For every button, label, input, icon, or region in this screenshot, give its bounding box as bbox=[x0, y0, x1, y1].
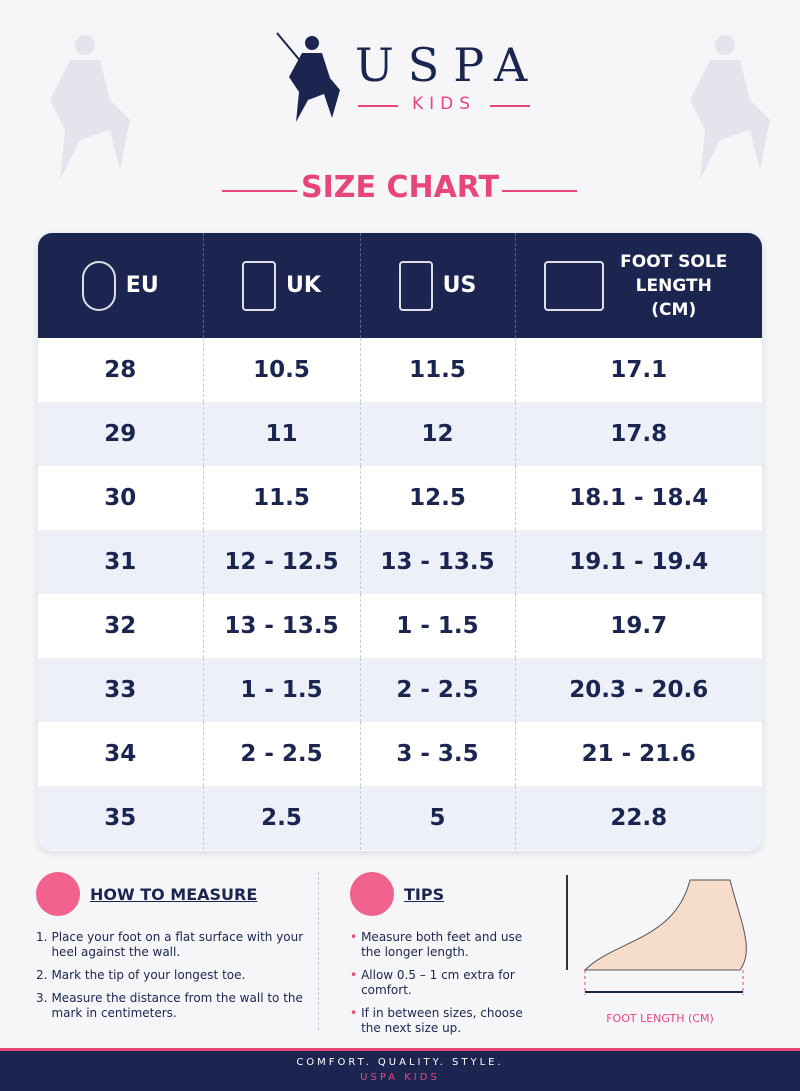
table-cell: 17.8 bbox=[515, 402, 762, 466]
table-cell: 19.7 bbox=[610, 613, 668, 639]
table-cell: 32 bbox=[38, 594, 204, 658]
table-cell: 2 - 2.5 bbox=[203, 722, 361, 786]
header-icon bbox=[543, 260, 604, 311]
polo-logo bbox=[276, 32, 340, 122]
table-cell: 1 - 1.5 bbox=[360, 594, 516, 658]
tip-text: Allow 0.5 – 1 cm extra for comfort. bbox=[361, 968, 515, 997]
table-body: 28 10.5 11.5 17.1 29 11 12 17.8 30 11.5 12.5 18.1 -… bbox=[38, 338, 762, 850]
table-cell: 13 - 13.5 bbox=[203, 594, 361, 658]
column-header: FOOT SOLE LENGTH (CM) bbox=[515, 233, 762, 338]
table-row: 28 10.5 11.5 17.1 bbox=[38, 338, 762, 402]
watermark bbox=[690, 35, 770, 180]
table-row: 33 1 - 1.5 2 - 2.5 20.3 - 20.6 bbox=[38, 658, 762, 722]
bullet: • bbox=[350, 1006, 358, 1020]
header-icon bbox=[81, 260, 116, 311]
table-cell: 20.3 - 20.6 bbox=[515, 658, 762, 722]
diagram-label: FOOT LENGTH (CM) bbox=[606, 1012, 714, 1025]
step: 1. Place your foot on a flat surface with… bbox=[36, 930, 306, 960]
watermark bbox=[50, 35, 130, 180]
tip: • If in between sizes, choose the next si… bbox=[350, 1006, 530, 1036]
table-cell: 33 bbox=[38, 658, 204, 722]
header-text: EU bbox=[125, 273, 159, 298]
table: EU UK US FOOT SOLE LENGTH (CM) 28 10.5 11.5 17… bbox=[38, 233, 762, 850]
table-row: 34 2 - 2.5 3 - 3.5 21 - 21.6 bbox=[38, 722, 762, 786]
brand: USPA bbox=[355, 38, 542, 92]
divider bbox=[222, 190, 297, 192]
size-table: EU UK US FOOT SOLE LENGTH (CM) 28 10.5 11.5 17… bbox=[38, 233, 762, 851]
column-header: US bbox=[360, 233, 516, 338]
how-to-measure: HOW TO MEASURE 1. Place your foot on a fl… bbox=[36, 872, 306, 1029]
table-row: 30 11.5 12.5 18.1 - 18.4 bbox=[38, 466, 762, 530]
table-cell: 18.1 - 18.4 bbox=[569, 485, 709, 511]
table-row: 29 11 12 17.8 bbox=[38, 402, 762, 466]
header-row: EU UK US FOOT SOLE LENGTH (CM) bbox=[38, 233, 762, 338]
table-row: 35 2.5 5 22.8 bbox=[38, 786, 762, 850]
step-marker: 3. bbox=[36, 991, 48, 1005]
header-icon bbox=[398, 260, 433, 311]
step-marker: 2. bbox=[36, 968, 48, 982]
column-header: UK bbox=[203, 233, 361, 338]
header-content: UK bbox=[205, 260, 359, 311]
divider bbox=[318, 872, 319, 1030]
table-cell: 1 - 1.5 bbox=[203, 658, 361, 722]
header-content: EU bbox=[39, 260, 202, 311]
table-cell: 28 bbox=[38, 338, 204, 402]
tips: TIPS • Measure both feet and use the long… bbox=[350, 872, 530, 1044]
tagline: COMFORT. QUALITY. STYLE. bbox=[296, 1057, 504, 1068]
ruler-icon bbox=[36, 872, 80, 916]
header-icon bbox=[242, 260, 277, 311]
tip-text: Measure both feet and use the longer len… bbox=[361, 930, 523, 959]
step: 2. Mark the tip of your longest toe. bbox=[36, 968, 306, 983]
footer-brand: USPA KIDS bbox=[360, 1072, 440, 1083]
header-text: US bbox=[442, 273, 477, 298]
table-cell: 21 - 21.6 bbox=[581, 741, 696, 767]
bulb-icon bbox=[350, 872, 394, 916]
sub-brand: KIDS bbox=[358, 94, 530, 114]
header-content: US bbox=[362, 260, 514, 311]
table-cell: 3 - 3.5 bbox=[360, 722, 516, 786]
table-cell: 11.5 bbox=[360, 338, 516, 402]
step-text: Measure the distance from the wall to th… bbox=[51, 991, 303, 1020]
tip: • Allow 0.5 – 1 cm extra for comfort. bbox=[350, 968, 530, 998]
table-cell: 30 bbox=[38, 466, 204, 530]
table-cell: 5 bbox=[360, 786, 516, 850]
title: SIZE CHART bbox=[300, 170, 500, 205]
table-cell: 34 bbox=[38, 722, 204, 786]
footer: COMFORT. QUALITY. STYLE. USPA KIDS bbox=[0, 1048, 800, 1091]
header-text: FOOT SOLE LENGTH (CM) bbox=[620, 251, 728, 320]
table-cell: 10.5 bbox=[203, 338, 361, 402]
bullet: • bbox=[350, 930, 358, 944]
table-cell: 17.1 bbox=[610, 357, 668, 383]
divider bbox=[502, 190, 577, 192]
step-text: Mark the tip of your longest toe. bbox=[51, 968, 246, 982]
step-text: Place your foot on a flat surface with y… bbox=[51, 930, 304, 959]
table-row: 31 12 - 12.5 13 - 13.5 19.1 - 19.4 bbox=[38, 530, 762, 594]
table-cell: 11.5 bbox=[203, 466, 361, 530]
section-title: HOW TO MEASURE bbox=[90, 884, 258, 904]
table-cell: 2 - 2.5 bbox=[360, 658, 516, 722]
table-cell: 2.5 bbox=[203, 786, 361, 850]
foot-diagram: FOOT LENGTH (CM) bbox=[566, 875, 747, 1025]
table-cell: 22.8 bbox=[515, 786, 762, 850]
step-marker: 1. bbox=[36, 930, 48, 944]
table-cell: 35 bbox=[38, 786, 204, 850]
header-text: UK bbox=[286, 273, 321, 298]
table-cell: 12 - 12.5 bbox=[203, 530, 361, 594]
column-header: EU bbox=[38, 233, 204, 338]
table-cell: 12.5 bbox=[360, 466, 516, 530]
bullet: • bbox=[350, 968, 358, 982]
table-row: 32 13 - 13.5 1 - 1.5 19.7 bbox=[38, 594, 762, 658]
section-title: TIPS bbox=[404, 884, 445, 904]
table-cell: 12 bbox=[360, 402, 516, 466]
table-cell: 29 bbox=[38, 402, 204, 466]
header-content: FOOT SOLE LENGTH (CM) bbox=[517, 250, 762, 322]
table-cell: 31 bbox=[38, 530, 204, 594]
table-cell: 13 - 13.5 bbox=[360, 530, 516, 594]
table-cell: 19.1 - 19.4 bbox=[515, 530, 762, 594]
table-cell: 11 bbox=[203, 402, 361, 466]
tip: • Measure both feet and use the longer le… bbox=[350, 930, 530, 960]
tip-text: If in between sizes, choose the next siz… bbox=[361, 1006, 523, 1035]
step: 3. Measure the distance from the wall to … bbox=[36, 991, 306, 1021]
